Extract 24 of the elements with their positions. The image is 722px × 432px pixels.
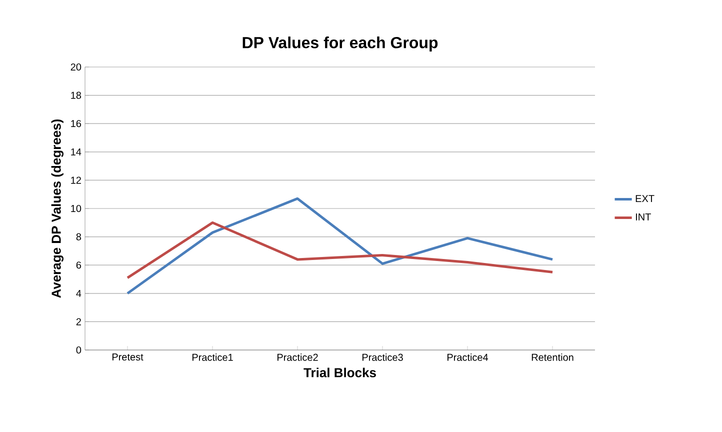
legend-label: EXT — [636, 195, 654, 202]
x-tick-label: Practice3 — [362, 354, 403, 361]
y-tick-label: 20 — [70, 63, 82, 71]
y-axis-title: Average DP Values (degrees) — [51, 119, 64, 298]
y-tick-label: 2 — [76, 318, 81, 326]
x-tick-label: Retention — [532, 354, 574, 361]
x-tick-label: Pretest — [112, 354, 144, 361]
line-series — [126, 197, 554, 295]
y-tick-label: 18 — [71, 92, 82, 99]
y-tick-label: 4 — [76, 290, 82, 297]
y-tick-label: 10 — [71, 204, 82, 212]
x-tick-label: Practice1 — [192, 354, 233, 361]
y-tick-label: 6 — [76, 262, 82, 269]
y-tick-label: 12 — [71, 176, 81, 184]
y-tick-label: 16 — [71, 120, 82, 128]
line-series — [126, 221, 554, 280]
y-tick-label: 0 — [76, 346, 82, 354]
legend-label: INT — [636, 213, 651, 220]
chart-title: DP Values for each Group — [242, 36, 438, 52]
x-tick-label: Practice2 — [277, 354, 318, 361]
y-tick-label: 8 — [76, 233, 82, 240]
x-axis-title: Trial Blocks — [304, 368, 376, 378]
x-tick-label: Practice4 — [447, 354, 488, 361]
y-tick-label: 14 — [71, 148, 82, 156]
